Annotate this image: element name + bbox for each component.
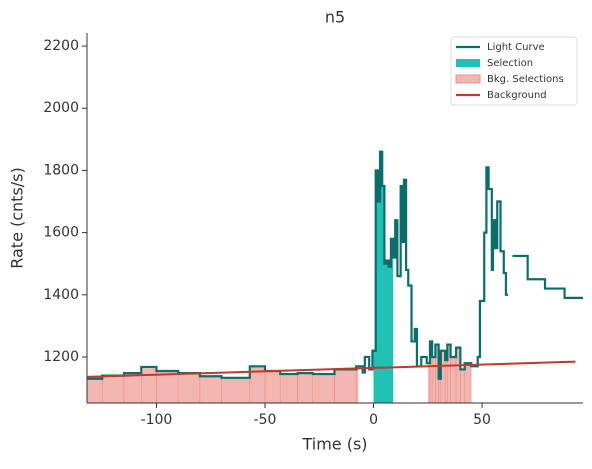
legend-swatch — [456, 59, 480, 67]
light-curve — [87, 150, 583, 380]
legend-label: Light Curve — [487, 42, 545, 53]
range-group — [427, 341, 472, 403]
y-axis-label: Rate (cnts/s) — [8, 167, 27, 269]
selection-area — [87, 366, 359, 403]
legend-label: Background — [487, 90, 547, 101]
y-tick-label: 1200 — [43, 349, 79, 365]
legend-box — [450, 36, 578, 106]
x-tick-label: -50 — [254, 412, 277, 428]
range-group — [87, 366, 359, 403]
legend-swatch — [455, 74, 481, 84]
y-tick-label: 2200 — [43, 38, 79, 54]
selection-area — [427, 341, 472, 403]
y-tick-label: 1800 — [43, 162, 79, 178]
chart-title: n5 — [325, 8, 345, 27]
range-group — [373, 151, 394, 403]
y-tick-label: 1400 — [43, 287, 79, 303]
legend-label: Selection — [487, 58, 533, 69]
x-axis-label: Time (s) — [301, 435, 367, 454]
x-tick-label: 50 — [473, 412, 491, 428]
background-line — [87, 360, 576, 378]
legend-label: Bkg. Selections — [487, 74, 564, 85]
selection-area — [373, 151, 394, 403]
plot-group — [87, 150, 583, 380]
x-tick-label: 0 — [369, 412, 378, 428]
y-tick-label: 1600 — [43, 225, 79, 241]
y-tick-label: 2000 — [43, 100, 79, 116]
x-tick-label: -100 — [141, 412, 173, 428]
